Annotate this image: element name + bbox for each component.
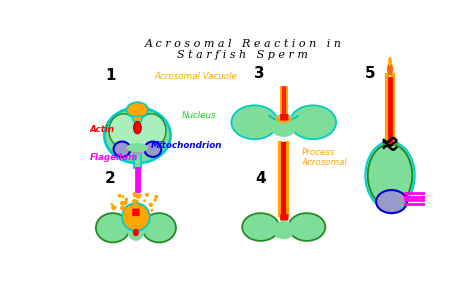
Ellipse shape (231, 105, 278, 139)
Circle shape (280, 118, 283, 121)
Ellipse shape (376, 190, 407, 213)
Text: Process: Process (301, 148, 335, 157)
Circle shape (133, 194, 136, 197)
Ellipse shape (133, 228, 139, 236)
Circle shape (134, 213, 137, 216)
Text: A c r o s o m a l   R e a c t i o n   i n: A c r o s o m a l R e a c t i o n i n (145, 39, 341, 49)
Circle shape (145, 193, 149, 197)
Circle shape (282, 114, 285, 117)
Ellipse shape (127, 102, 148, 118)
Ellipse shape (96, 213, 130, 243)
Ellipse shape (387, 63, 393, 75)
Ellipse shape (290, 105, 336, 139)
Circle shape (132, 208, 135, 212)
Polygon shape (132, 116, 143, 121)
Circle shape (284, 214, 287, 217)
Circle shape (122, 203, 150, 231)
Circle shape (284, 118, 287, 121)
Circle shape (149, 203, 153, 207)
Circle shape (282, 218, 285, 221)
Polygon shape (134, 156, 141, 168)
Ellipse shape (137, 114, 166, 148)
Ellipse shape (114, 141, 130, 157)
Text: Actin: Actin (90, 125, 115, 134)
Text: Acrosomal Vacuole: Acrosomal Vacuole (155, 72, 237, 81)
Circle shape (137, 211, 140, 214)
Circle shape (284, 218, 287, 221)
Circle shape (282, 216, 285, 219)
Circle shape (155, 195, 158, 199)
Circle shape (154, 198, 157, 202)
Circle shape (284, 114, 287, 117)
Circle shape (121, 195, 124, 198)
Circle shape (132, 213, 135, 216)
Circle shape (118, 194, 121, 198)
Ellipse shape (368, 144, 412, 207)
Circle shape (150, 209, 154, 212)
Circle shape (137, 213, 140, 216)
Ellipse shape (142, 213, 176, 243)
Circle shape (284, 216, 287, 219)
Ellipse shape (127, 143, 148, 152)
Circle shape (286, 218, 289, 221)
Text: 1: 1 (105, 68, 116, 83)
Circle shape (120, 206, 125, 211)
Circle shape (284, 116, 287, 119)
Circle shape (138, 194, 142, 198)
Circle shape (282, 118, 285, 121)
Ellipse shape (127, 118, 148, 149)
Circle shape (132, 199, 137, 204)
Text: Mitochondrion: Mitochondrion (151, 141, 222, 150)
Circle shape (286, 118, 289, 121)
Circle shape (282, 214, 285, 217)
Ellipse shape (104, 108, 171, 163)
Circle shape (110, 203, 113, 206)
Text: 3: 3 (255, 66, 265, 81)
Circle shape (280, 216, 283, 219)
Circle shape (286, 116, 289, 119)
Ellipse shape (242, 213, 279, 241)
Circle shape (120, 201, 125, 206)
Ellipse shape (273, 221, 294, 239)
Text: S t a r f i s h   S p e r m: S t a r f i s h S p e r m (177, 50, 309, 60)
Circle shape (134, 208, 137, 212)
Circle shape (133, 192, 137, 196)
Circle shape (280, 114, 283, 117)
Ellipse shape (134, 121, 141, 134)
Text: Flagellum: Flagellum (90, 153, 138, 162)
Circle shape (286, 214, 289, 217)
Circle shape (111, 205, 117, 210)
Ellipse shape (388, 57, 392, 66)
Circle shape (125, 198, 128, 201)
Circle shape (123, 201, 128, 206)
Ellipse shape (109, 114, 138, 148)
Ellipse shape (130, 144, 145, 155)
Circle shape (282, 116, 285, 119)
Text: 2: 2 (105, 171, 116, 186)
Text: Acrosomal: Acrosomal (301, 158, 347, 167)
Circle shape (137, 208, 140, 212)
Text: Nucleus: Nucleus (182, 111, 217, 121)
Ellipse shape (288, 213, 325, 241)
Ellipse shape (270, 114, 298, 137)
Circle shape (280, 218, 283, 221)
Circle shape (132, 211, 135, 214)
Circle shape (286, 216, 289, 219)
Text: 5: 5 (365, 66, 375, 81)
Text: 4: 4 (255, 171, 266, 186)
Circle shape (280, 116, 283, 119)
Circle shape (136, 193, 141, 199)
Circle shape (136, 200, 139, 203)
Circle shape (280, 214, 283, 217)
Circle shape (286, 114, 289, 117)
Ellipse shape (128, 221, 145, 241)
Circle shape (134, 211, 137, 214)
Circle shape (143, 199, 146, 202)
Ellipse shape (145, 141, 161, 157)
